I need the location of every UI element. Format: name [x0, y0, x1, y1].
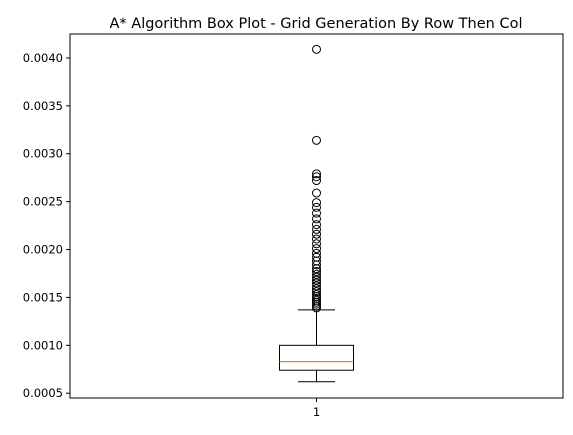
x-tick-label: 1 [313, 405, 320, 419]
y-tick-label: 0.0015 [23, 290, 63, 304]
y-tick-label: 0.0035 [23, 99, 63, 113]
chart-title: A* Algorithm Box Plot - Grid Generation … [110, 16, 523, 32]
outlier-point [312, 135, 321, 145]
outlier-point [312, 252, 321, 262]
y-tick-label: 0.0025 [23, 195, 63, 209]
outlier-point [312, 224, 321, 234]
box-series [279, 44, 354, 383]
outlier-point [312, 208, 321, 218]
outlier-point [312, 172, 321, 182]
outlier-point [312, 267, 321, 277]
outlier-point [312, 244, 321, 254]
outlier-point [312, 44, 321, 54]
y-tick-label: 0.0040 [23, 51, 63, 65]
outlier-point [312, 202, 321, 212]
outlier-point [312, 287, 321, 297]
outlier-point [312, 198, 321, 208]
outlier-point [312, 214, 321, 224]
outlier-point [312, 188, 321, 198]
outlier-point [312, 281, 321, 291]
y-tick-label: 0.0010 [23, 338, 63, 352]
x-axis: 1 [313, 398, 320, 419]
outlier-point [312, 248, 321, 258]
outlier-point [312, 169, 321, 179]
outlier-point [312, 176, 321, 186]
outlier-point [312, 269, 321, 279]
outlier-point [312, 278, 321, 288]
outlier-point [312, 229, 321, 239]
iqr-box [279, 344, 354, 371]
outlier-point [312, 284, 321, 294]
y-tick-label: 0.0020 [23, 243, 63, 257]
outlier-point [312, 220, 321, 230]
outlier-point [312, 272, 321, 282]
outlier-point [312, 275, 321, 285]
y-tick-label: 0.0005 [23, 386, 63, 400]
outlier-point [312, 234, 321, 244]
outlier-point [312, 239, 321, 249]
y-axis: 0.0005 0.0010 0.0015 0.0020 0.0025 0.0030 0.00… [23, 51, 70, 400]
y-tick-label: 0.0030 [23, 147, 63, 161]
outlier-point [312, 290, 321, 300]
